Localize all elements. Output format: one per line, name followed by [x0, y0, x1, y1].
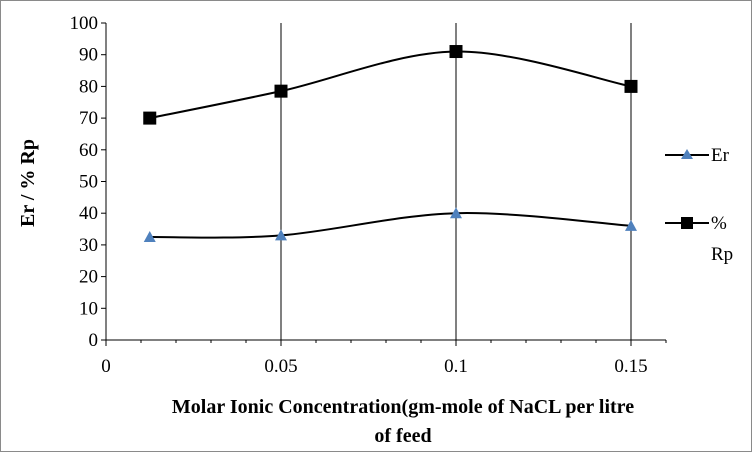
legend-marker-er	[681, 149, 693, 159]
data-point-er	[625, 219, 637, 231]
legend: Er % Rp	[665, 145, 733, 265]
y-tick-label: 50	[79, 172, 98, 193]
y-tick-label: 0	[89, 330, 99, 351]
data-point-rp	[143, 111, 157, 125]
x-tick-labels: 0 0.05 0.1 0.15	[101, 356, 647, 377]
legend-label-er: Er	[711, 145, 730, 166]
x-tick-label: 0	[101, 356, 111, 377]
y-tick-label: 60	[79, 140, 98, 161]
y-tick-label: 100	[70, 13, 99, 34]
data-point-rp	[624, 79, 638, 93]
y-tick-label: 80	[79, 76, 98, 97]
legend-label-rp-line-1: %	[711, 213, 727, 234]
y-tick-label: 90	[79, 45, 98, 66]
x-axis-title-line-2: of feed	[374, 425, 431, 447]
legend-entry-rp: % Rp	[665, 213, 733, 265]
x-tick-label: 0.05	[264, 356, 297, 377]
data-point-rp	[449, 45, 463, 59]
axes	[101, 22, 667, 346]
y-tick-label: 30	[79, 235, 98, 256]
gridlines	[280, 23, 632, 340]
x-tick-label: 0.15	[614, 356, 647, 377]
y-tick-labels: 0 10 20 30 40 50 60 70 80 90 100	[70, 13, 99, 351]
series-layer	[143, 45, 638, 242]
y-tick-label: 10	[79, 298, 98, 319]
legend-marker-rp	[681, 217, 693, 229]
y-tick-label: 70	[79, 108, 98, 129]
y-tick-label: 40	[79, 203, 98, 224]
data-point-er	[275, 229, 287, 241]
data-point-rp	[274, 84, 288, 98]
y-tick-label: 20	[79, 267, 98, 288]
legend-entry-er: Er	[665, 145, 730, 166]
y-axis-title: Er / % Rp	[17, 139, 39, 227]
series-line-rp	[149, 50, 632, 120]
data-point-er	[143, 230, 156, 242]
series-line-er	[149, 212, 632, 239]
x-tick-label: 0.1	[444, 356, 468, 377]
x-axis-title-line-1: Molar Ionic Concentration(gm-mole of NaC…	[172, 396, 634, 418]
legend-label-rp-line-2: Rp	[711, 244, 733, 265]
data-point-er	[450, 207, 462, 219]
